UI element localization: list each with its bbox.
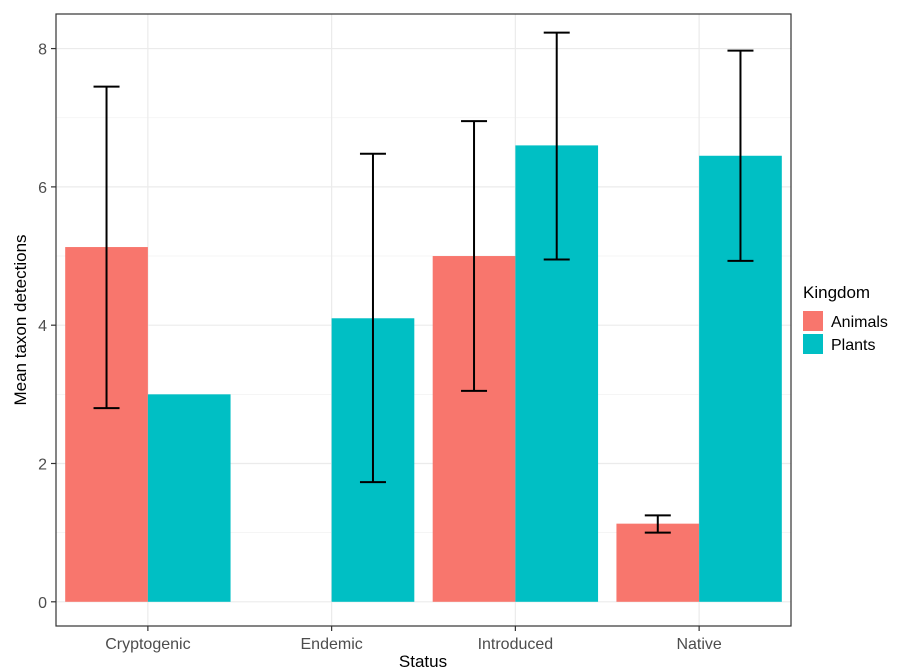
legend-key-plants <box>803 334 823 354</box>
y-tick-label: 4 <box>38 318 47 335</box>
x-axis-title: Status <box>399 652 447 671</box>
y-tick-label: 8 <box>38 42 47 59</box>
bar-animals-native <box>616 523 700 602</box>
legend-title: Kingdom <box>803 283 870 302</box>
x-tick-label: Endemic <box>301 636 363 653</box>
error-bar-plants-endemic <box>359 152 386 484</box>
y-axis-title: Mean taxon detections <box>11 234 30 405</box>
x-tick-label: Cryptogenic <box>105 636 190 653</box>
y-tick-label: 6 <box>38 180 47 197</box>
legend-label-plants: Plants <box>831 337 875 354</box>
error-bar-animals-native <box>644 514 671 534</box>
x-axis-ticks: Cryptogenic Endemic Introduced Native <box>105 626 722 653</box>
x-tick-label: Introduced <box>478 636 554 653</box>
legend: Kingdom Animals Plants <box>803 283 888 354</box>
bar-plants-cryptogenic <box>147 394 231 602</box>
x-tick-label: Native <box>676 636 721 653</box>
y-tick-label: 2 <box>38 456 47 473</box>
legend-label-animals: Animals <box>831 314 888 331</box>
error-bar-plants-introduced <box>543 31 570 261</box>
y-tick-label: 0 <box>38 595 47 612</box>
error-bars <box>93 31 754 534</box>
error-bar-plants-native <box>727 49 754 262</box>
bars <box>65 145 782 602</box>
error-bar-animals-cryptogenic <box>93 85 120 410</box>
y-axis-ticks: 0 2 4 6 8 <box>38 42 56 612</box>
error-bar-animals-introduced <box>461 120 488 392</box>
plot-border <box>55 13 792 627</box>
legend-key-animals <box>803 311 823 331</box>
legend-items: Animals Plants <box>803 311 888 354</box>
